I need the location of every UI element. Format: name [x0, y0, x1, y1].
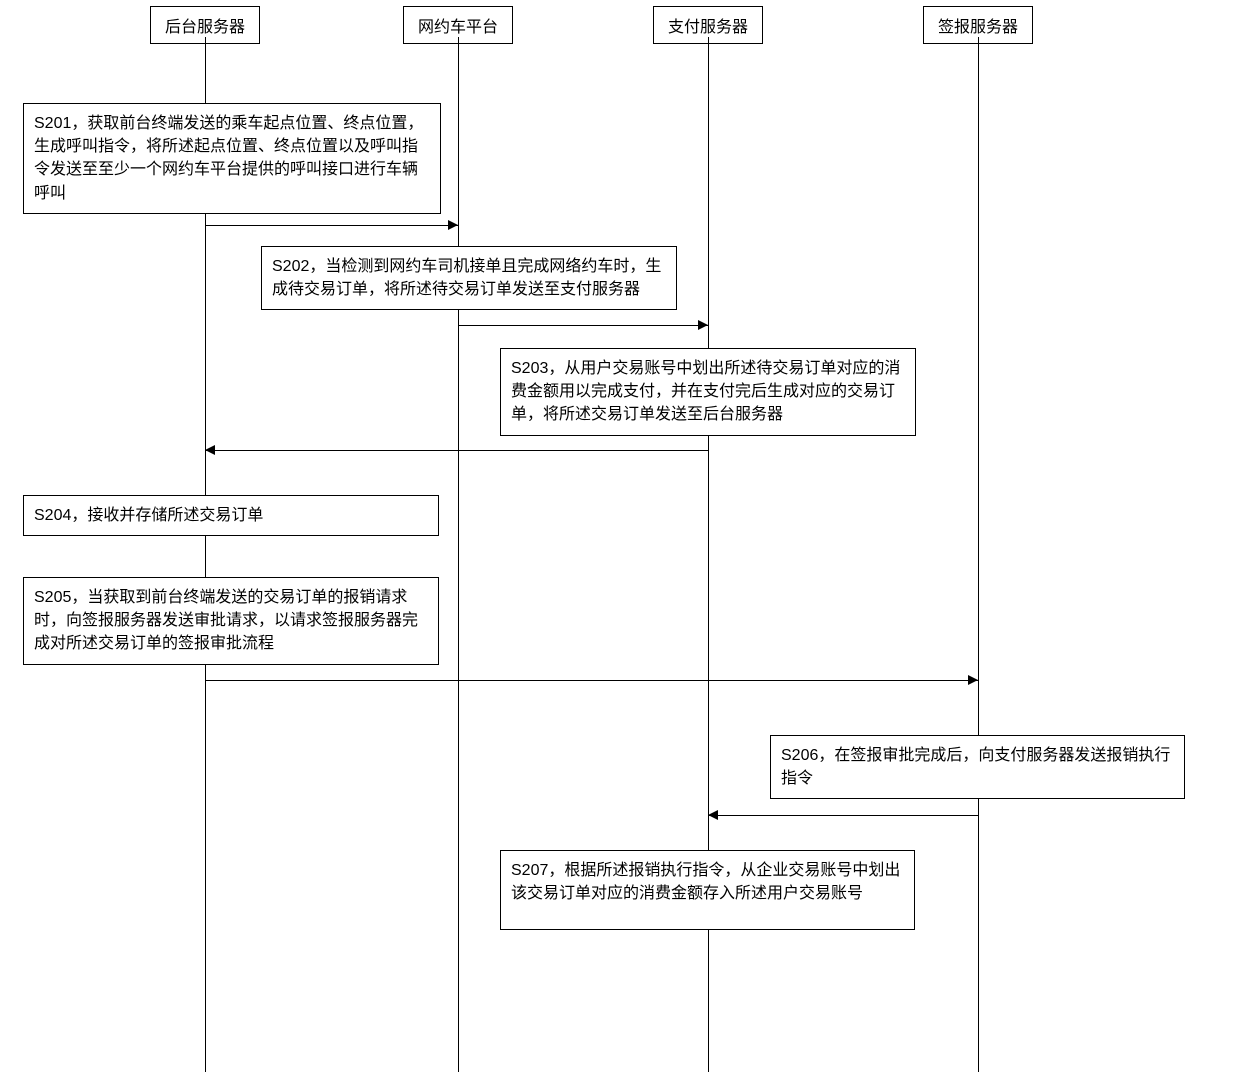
arrow-head-left-icon	[205, 445, 215, 455]
arrow-s202	[458, 325, 708, 326]
arrow-head-left-icon	[708, 810, 718, 820]
step-s203: S203，从用户交易账号中划出所述待交易订单对应的消费金额用以完成支付，并在支付…	[500, 348, 916, 436]
arrow-s205	[205, 680, 978, 681]
arrow-head-right-icon	[698, 320, 708, 330]
arrow-head-right-icon	[968, 675, 978, 685]
arrow-s206	[708, 815, 978, 816]
arrow-s203	[205, 450, 708, 451]
step-s204: S204，接收并存储所述交易订单	[23, 495, 439, 536]
step-s202: S202，当检测到网约车司机接单且完成网络约车时，生成待交易订单，将所述待交易订…	[261, 246, 677, 310]
arrow-s201	[205, 225, 458, 226]
lifeline-approval	[978, 37, 979, 1072]
lifeline-ride	[458, 37, 459, 1072]
arrow-head-right-icon	[448, 220, 458, 230]
step-s206: S206，在签报审批完成后，向支付服务器发送报销执行指令	[770, 735, 1185, 799]
step-s207: S207，根据所述报销执行指令，从企业交易账号中划出该交易订单对应的消费金额存入…	[500, 850, 915, 930]
step-s205: S205，当获取到前台终端发送的交易订单的报销请求时，向签报服务器发送审批请求，…	[23, 577, 439, 665]
step-s201: S201，获取前台终端发送的乘车起点位置、终点位置，生成呼叫指令，将所述起点位置…	[23, 103, 441, 214]
